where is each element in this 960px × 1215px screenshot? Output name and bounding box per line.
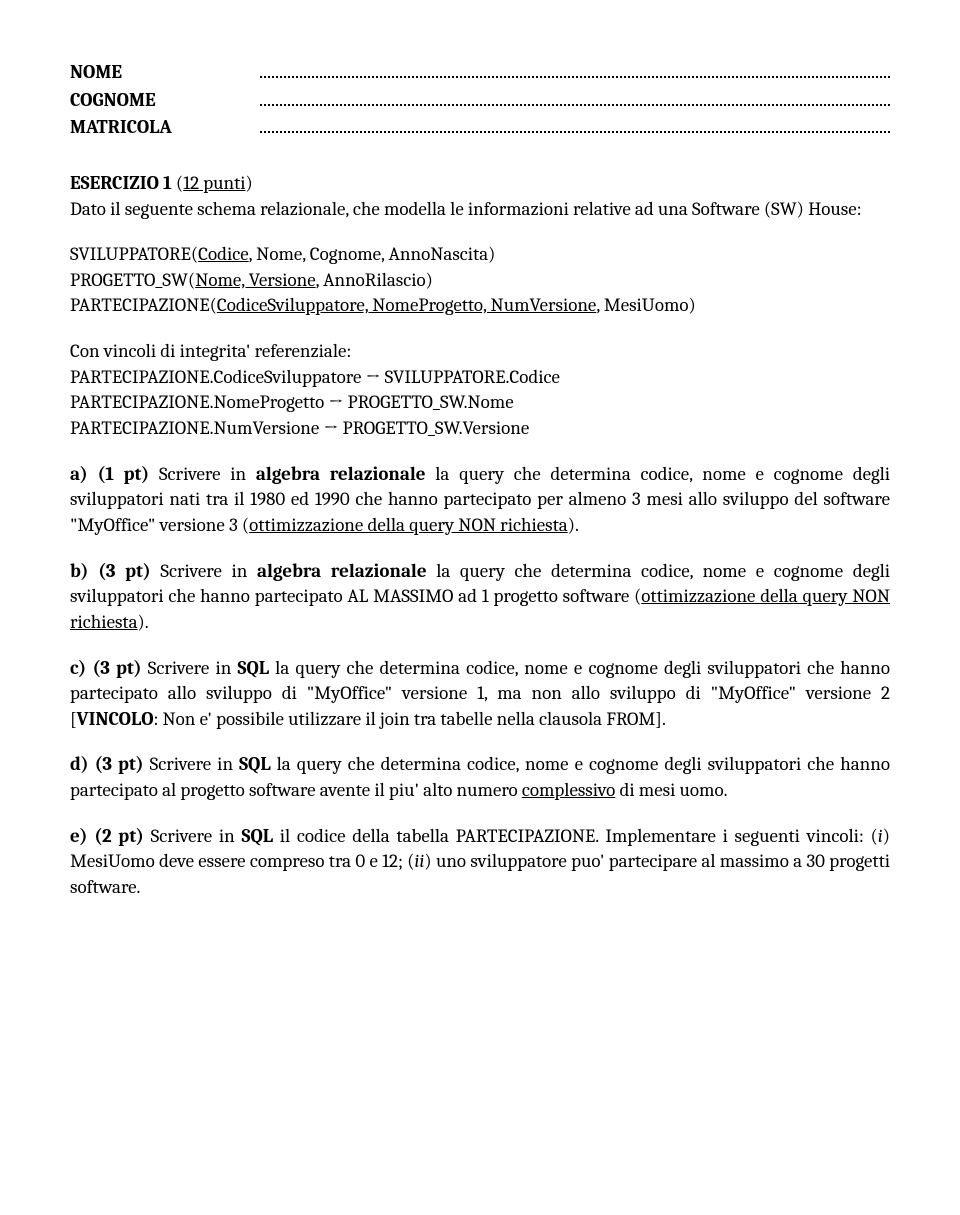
constraints-intro: Con vincoli di integrita' referenziale: — [70, 339, 890, 365]
header-cognome-dots — [260, 88, 890, 105]
schema-line-2-key: Nome, Versione — [195, 269, 315, 291]
header-matricola-line: MATRICOLA — [70, 115, 890, 141]
schema-line-3: PARTECIPAZIONE(CodiceSviluppatore, NomeP… — [70, 293, 890, 319]
question-d-under: complessivo — [522, 779, 615, 801]
exercise-title: ESERCIZIO 1 (12 punti) — [70, 171, 890, 197]
constraints-block: Con vincoli di integrita' referenziale: … — [70, 339, 890, 442]
schema-block: SVILUPPATORE(Codice, Nome, Cognome, Anno… — [70, 242, 890, 319]
schema-line-2-pre: PROGETTO_SW( — [70, 269, 195, 291]
question-c-sql: SQL — [237, 657, 269, 679]
exercise-title-bold: ESERCIZIO 1 — [70, 172, 172, 194]
header-cognome-label: COGNOME — [70, 88, 260, 114]
question-b-alg: algebra relazionale — [257, 560, 427, 582]
question-e: e) (2 pt) Scrivere in SQL il codice dell… — [70, 824, 890, 901]
schema-line-3-pre: PARTECIPAZIONE( — [70, 294, 217, 316]
question-e-label: e) (2 pt) — [70, 825, 151, 847]
question-b: b) (3 pt) Scrivere in algebra relazional… — [70, 559, 890, 636]
header-nome-dots — [260, 61, 890, 78]
schema-line-1-post: , Nome, Cognome, AnnoNascita) — [249, 243, 496, 265]
header-matricola-dots — [260, 116, 890, 133]
question-a-t3: ). — [568, 514, 579, 536]
question-c-t1: Scrivere in — [148, 657, 238, 679]
question-e-t1: Scrivere in — [151, 825, 242, 847]
question-c: c) (3 pt) Scrivere in SQL la query che d… — [70, 656, 890, 733]
question-e-i2: ii — [414, 850, 424, 872]
schema-line-2-post: , AnnoRilascio) — [316, 269, 433, 291]
header-matricola-label: MATRICOLA — [70, 115, 260, 141]
schema-line-3-post: , MesiUomo) — [596, 294, 695, 316]
question-b-label: b) (3 pt) — [70, 560, 160, 582]
header-nome-line: NOME — [70, 60, 890, 86]
constraint-1: PARTECIPAZIONE.CodiceSviluppatore → SVIL… — [70, 365, 890, 391]
question-d: d) (3 pt) Scrivere in SQL la query che d… — [70, 752, 890, 803]
exercise-title-points: 12 punti — [183, 172, 245, 194]
question-d-t3: di mesi uomo. — [615, 779, 727, 801]
question-a-label: a) (1 pt) — [70, 463, 159, 485]
question-a-under: ottimizzazione della query NON richiesta — [249, 514, 568, 536]
schema-line-3-key: CodiceSviluppatore, NomeProgetto, NumVer… — [217, 294, 596, 316]
exercise-intro: Dato il seguente schema relazionale, che… — [70, 197, 890, 223]
header-nome-label: NOME — [70, 60, 260, 86]
question-b-t3: ). — [138, 611, 149, 633]
question-a-alg: algebra relazionale — [256, 463, 426, 485]
header-cognome-line: COGNOME — [70, 88, 890, 114]
schema-line-1-key: Codice — [198, 243, 249, 265]
question-c-vinc: VINCOLO — [77, 708, 154, 730]
constraint-2: PARTECIPAZIONE.NomeProgetto → PROGETTO_S… — [70, 390, 890, 416]
constraint-3: PARTECIPAZIONE.NumVersione → PROGETTO_SW… — [70, 416, 890, 442]
schema-line-1: SVILUPPATORE(Codice, Nome, Cognome, Anno… — [70, 242, 890, 268]
question-d-t1: Scrivere in — [150, 753, 239, 775]
question-d-sql: SQL — [239, 753, 271, 775]
question-e-t2: il codice della tabella PARTECIPAZIONE. … — [273, 825, 878, 847]
question-d-label: d) (3 pt) — [70, 753, 150, 775]
schema-line-2: PROGETTO_SW(Nome, Versione, AnnoRilascio… — [70, 268, 890, 294]
question-c-t3: : Non e' possibile utilizzare il join tr… — [154, 708, 666, 730]
question-a: a) (1 pt) Scrivere in algebra relazional… — [70, 462, 890, 539]
question-b-t1: Scrivere in — [160, 560, 257, 582]
question-c-label: c) (3 pt) — [70, 657, 148, 679]
exercise-title-close: ) — [246, 172, 253, 194]
schema-line-1-pre: SVILUPPATORE( — [70, 243, 198, 265]
exercise-title-open: ( — [172, 172, 183, 194]
question-a-t1: Scrivere in — [159, 463, 256, 485]
question-e-sql: SQL — [241, 825, 273, 847]
